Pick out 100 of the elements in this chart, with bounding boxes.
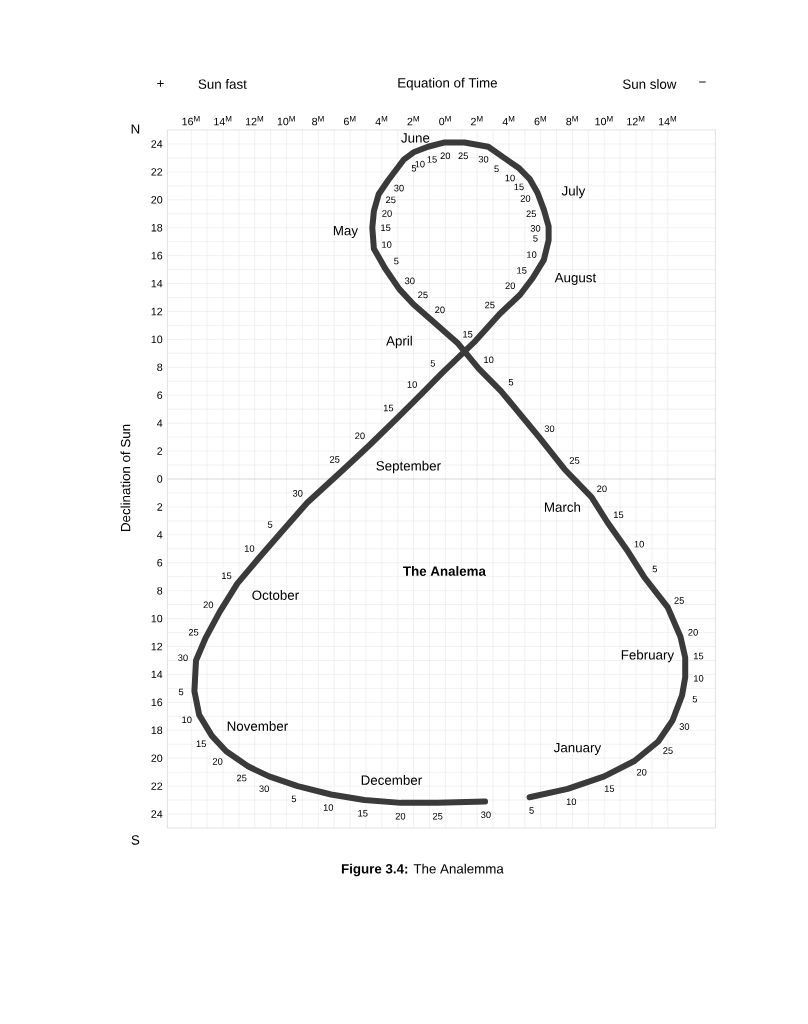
annotation: 30	[393, 184, 404, 192]
annotation: November	[227, 721, 288, 731]
text: Figure 3.4: The Analemma	[341, 863, 504, 877]
y-tick-label: 22	[151, 782, 162, 790]
annotation: 5	[494, 165, 499, 173]
annotation: 10	[381, 241, 392, 248]
annotation: May	[333, 226, 358, 238]
text: Sun fast	[198, 79, 247, 89]
text: The Analema	[402, 566, 486, 576]
y-tick-label: 16	[151, 251, 163, 260]
annotation: 30	[259, 785, 269, 793]
y-tick-label: 22	[151, 168, 162, 176]
text: S	[131, 835, 140, 845]
annotation: 10	[415, 160, 425, 168]
x-tick-label: 10$^{M}$	[595, 115, 613, 126]
annotation: 5	[529, 807, 534, 814]
annotation: 10	[526, 251, 537, 258]
x-tick-label: 4$^{M}$	[375, 116, 387, 126]
annotation: January	[553, 743, 601, 755]
annotation: 25	[458, 152, 468, 160]
annotation: 10	[407, 381, 417, 388]
y-tick-label: 6	[157, 391, 163, 400]
text: Sun slow	[622, 79, 677, 89]
annotation: 30	[292, 490, 303, 497]
x-axis-title: Equation of Time	[398, 77, 497, 91]
y-tick-label: 16	[151, 698, 163, 707]
annotation: 20	[354, 432, 365, 440]
annotation: 5	[508, 378, 513, 386]
y-tick-label: 18	[151, 726, 163, 735]
annotation: 25	[329, 456, 340, 463]
x-tick-label: 8$^{M}$	[311, 115, 324, 126]
annotation: 10	[505, 174, 515, 182]
x-tick-label: 2$^{M}$	[470, 116, 483, 126]
annotation: 15	[196, 740, 206, 748]
y-tick-label: 4	[156, 531, 163, 539]
annotation: 25	[432, 812, 443, 820]
annotation: April	[385, 335, 412, 349]
annotation: 20	[395, 812, 406, 820]
x-tick-label: 6$^{M}$	[343, 115, 356, 126]
annotation: 15	[693, 652, 704, 660]
y-tick-label: 12	[151, 642, 162, 651]
x-tick-label: 14$^{M}$	[214, 116, 232, 126]
annotation: February	[621, 649, 674, 663]
annotation: March	[544, 502, 580, 512]
annotation: 20	[688, 629, 698, 636]
annotation: July	[561, 185, 586, 199]
annotation: 25	[674, 597, 684, 604]
annotation: 25	[188, 629, 199, 636]
y-tick-label: 20	[151, 754, 163, 762]
x-tick-label: 4$^{M}$	[502, 116, 515, 126]
annotation: 20	[382, 210, 392, 217]
annotation: 10	[244, 545, 255, 552]
y-tick-label: 0	[156, 475, 163, 483]
text: +	[156, 80, 164, 87]
annotation: 15	[517, 267, 527, 274]
text: N	[131, 124, 139, 134]
annotation: 15	[514, 183, 524, 191]
y-tick-label: 8	[157, 363, 163, 372]
annotation: 15	[383, 404, 393, 412]
x-tick-label: 0$^{M}$	[438, 115, 451, 126]
x-tick-label: 14$^{M}$	[658, 116, 676, 126]
annotation: 15	[604, 785, 614, 792]
annotation: 25	[385, 196, 396, 204]
annotation: 5	[430, 360, 435, 367]
annotation: 15	[427, 156, 437, 163]
x-tick-label: 16$^{M}$	[182, 115, 200, 126]
annotation: June	[400, 133, 430, 143]
annotation: 15	[613, 511, 624, 519]
annotation: 30	[478, 155, 489, 163]
y-tick-label: 2	[157, 503, 162, 511]
annotation: 25	[663, 747, 673, 754]
annotation: 5	[692, 695, 697, 703]
y-tick-label: 24	[151, 810, 163, 818]
annotation: 5	[652, 565, 657, 573]
annotation: 20	[636, 768, 647, 776]
annotation: 10	[693, 675, 704, 682]
annotation: 15	[380, 224, 391, 231]
annotation: 20	[203, 601, 213, 609]
annotation: 30	[679, 723, 689, 730]
text: −	[698, 81, 706, 83]
y-tick-label: 14	[151, 279, 163, 288]
y-tick-label: 4	[156, 419, 163, 427]
y-tick-label: 2	[157, 447, 162, 455]
annotation: 15	[462, 331, 473, 338]
annotation: 20	[440, 152, 450, 160]
y-tick-label: 18	[151, 223, 163, 232]
y-tick-label: 20	[151, 196, 163, 204]
x-tick-label: 6$^{M}$	[534, 115, 546, 126]
annotation: 20	[505, 282, 515, 289]
annotation: 10	[323, 804, 333, 811]
annotation: 30	[530, 225, 541, 232]
annotation: 5	[291, 795, 296, 803]
annotation: 30	[480, 811, 491, 819]
annotation: 25	[236, 774, 247, 782]
annotation: 20	[434, 306, 445, 314]
annotation: 5	[533, 235, 538, 242]
annotation: 5	[411, 165, 416, 172]
annotation: 20	[596, 485, 607, 493]
annotation: 5	[393, 257, 399, 265]
y-tick-label: 10	[151, 614, 163, 623]
